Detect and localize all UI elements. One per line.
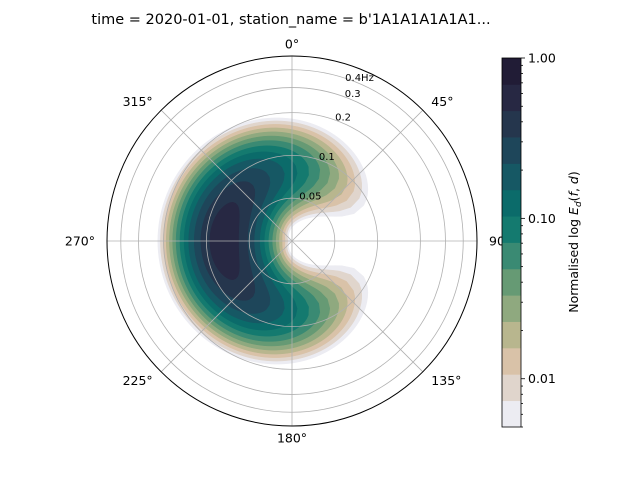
colorbar-band (502, 189, 521, 217)
colorbar-band (502, 400, 521, 428)
colorbar-band (502, 58, 521, 85)
colorbar-frame (501, 57, 522, 428)
colorbar: 0.01 0.10 1.00 Normalised log Ed(f, d) (501, 51, 584, 428)
colorbar-band (502, 268, 521, 296)
colorbar-band (502, 84, 521, 112)
polar-grid (107, 56, 477, 426)
radial-tick-label: 0.3 (345, 89, 361, 100)
direction-label: 225° (123, 373, 153, 388)
direction-label: 135° (431, 373, 461, 388)
radial-tick-label: 0.05 (299, 192, 321, 203)
radial-labels: 0.05 0.1 0.2 0.3 0.4Hz (299, 73, 374, 203)
polar-plot: 0°45°90°135°180°225°270°315° 0.050.10.20… (65, 37, 511, 446)
direction-gridline (160, 240, 293, 373)
colorbar-band (502, 216, 521, 243)
direction-label: 180° (277, 431, 307, 446)
direction-labels: 0°45°90°135°180°225°270°315° (65, 37, 511, 446)
colorbar-band (502, 242, 521, 270)
colorbar-band (502, 137, 521, 164)
direction-label: 315° (123, 94, 153, 109)
colorbar-bands (502, 58, 521, 428)
colorbar-band (502, 163, 521, 191)
radial-tick-label: 0.1 (319, 152, 335, 163)
colorbar-tick-label: 0.01 (528, 371, 556, 386)
radial-tick-label: 0.2 (335, 112, 351, 123)
colorbar-band (502, 295, 521, 322)
direction-label: 270° (65, 234, 95, 249)
colorbar-band (502, 110, 521, 138)
colorbar-band (502, 374, 521, 402)
polar-outline (106, 55, 478, 427)
radial-tick-label: 0.4Hz (345, 73, 374, 84)
direction-label: 45° (431, 94, 453, 109)
direction-gridline (160, 109, 293, 242)
colorbar-tick-label: 1.00 (528, 51, 556, 66)
direction-label: 0° (285, 37, 299, 52)
direction-gridline (291, 109, 424, 242)
colorbar-band (502, 321, 521, 349)
chart-title: time = 2020-01-01, station_name = b'1A1A… (91, 12, 490, 28)
colorbar-band (502, 347, 521, 375)
colorbar-ticks: 0.01 0.10 1.00 (521, 51, 556, 428)
colorbar-label: Normalised log Ed(f, d) (566, 171, 584, 313)
colorbar-tick-label: 0.10 (528, 211, 556, 226)
direction-gridline (291, 240, 424, 373)
